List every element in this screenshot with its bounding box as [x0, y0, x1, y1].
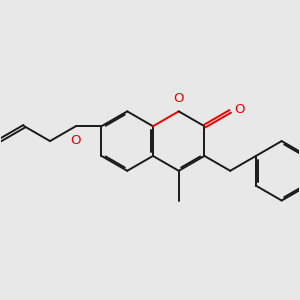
Text: O: O: [173, 92, 184, 105]
Text: O: O: [70, 134, 81, 147]
Text: O: O: [234, 103, 244, 116]
